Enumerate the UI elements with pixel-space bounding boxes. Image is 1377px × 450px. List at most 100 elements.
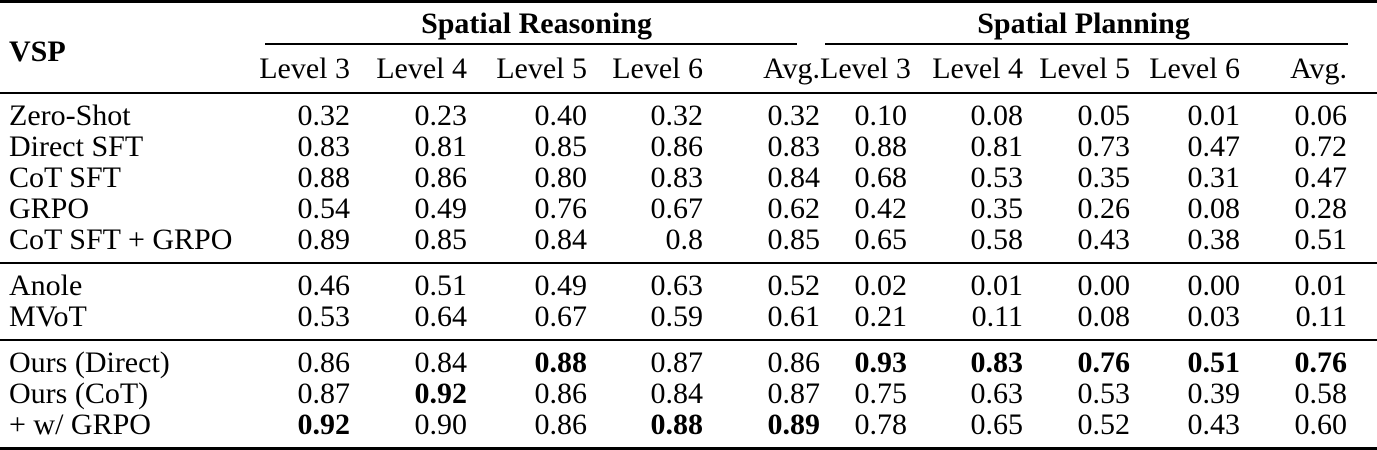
metric-cell: 0.84 — [534, 223, 588, 256]
metric-cell: 0.86 — [534, 377, 588, 410]
metric-cell: 0.43 — [1077, 223, 1131, 256]
metric-cell: 0.47 — [1294, 161, 1348, 194]
cmidrule-spatial-planning — [825, 43, 1349, 45]
metric-cell: 0.11 — [971, 300, 1024, 333]
row-label: CoT SFT + GRPO — [9, 223, 233, 256]
metric-cell: 0.75 — [854, 377, 908, 410]
metric-cell: 0.01 — [1187, 99, 1241, 132]
metric-cell: 0.38 — [1187, 223, 1241, 256]
metric-cell: 0.49 — [534, 269, 588, 302]
metric-cell: 0.47 — [1187, 130, 1241, 163]
column-header-sp-avg: Avg. — [1240, 45, 1377, 94]
metric-cell: 0.86 — [534, 408, 588, 441]
metric-cell: 0.84 — [650, 377, 704, 410]
level-header-row: Level 3 Level 4 Level 5 Level 6 Avg. Lev… — [0, 45, 1377, 94]
column-header-sr-avg: Avg. — [703, 45, 821, 94]
metric-cell: 0.83 — [970, 346, 1024, 379]
metric-cell: 0.83 — [650, 161, 704, 194]
metric-cell: 0.06 — [1294, 99, 1348, 132]
metric-cell: 0.51 — [1294, 223, 1348, 256]
metric-cell: 0.72 — [1294, 130, 1348, 163]
metric-cell: 0.32 — [297, 99, 351, 132]
metric-cell: 0.68 — [854, 161, 908, 194]
metric-cell: 0.11 — [1295, 300, 1348, 333]
table-row: Direct SFT 0.83 0.81 0.85 0.86 0.83 0.88 0.81 0.… — [0, 131, 1377, 162]
row-label: CoT SFT — [9, 161, 121, 194]
metric-cell: 0.39 — [1187, 377, 1241, 410]
cmidrule-spatial-reasoning — [265, 43, 798, 45]
metric-cell: 0.53 — [1077, 377, 1131, 410]
column-header-sp-level6: Level 6 — [1130, 45, 1241, 94]
table-section-2: Anole 0.46 0.51 0.49 0.63 0.52 0.02 0.01 0.00 0.0… — [0, 263, 1377, 340]
table-row: MVoT 0.53 0.64 0.67 0.59 0.61 0.21 0.11 0.08 0.03… — [0, 301, 1377, 340]
metric-cell: 0.81 — [970, 130, 1024, 163]
row-label: Zero-Shot — [9, 99, 131, 132]
row-label: Ours (Direct) — [9, 346, 170, 379]
metric-cell: 0.49 — [414, 192, 468, 225]
column-header-sr-level5: Level 5 — [467, 45, 587, 94]
metric-cell: 0.53 — [970, 161, 1024, 194]
metric-cell: 0.87 — [297, 377, 351, 410]
metric-cell: 0.32 — [650, 99, 704, 132]
metric-cell: 0.59 — [650, 300, 704, 333]
metric-cell: 0.87 — [767, 377, 821, 410]
table-row: Ours (CoT) 0.87 0.92 0.86 0.84 0.87 0.75 0.63 0.… — [0, 378, 1377, 409]
metric-cell: 0.00 — [1077, 269, 1131, 302]
group-header-label: Spatial Planning — [977, 7, 1190, 40]
metric-cell: 0.05 — [1077, 99, 1131, 132]
metric-cell: 0.26 — [1077, 192, 1131, 225]
metric-cell: 0.89 — [767, 408, 821, 441]
metric-cell: 0.83 — [297, 130, 351, 163]
metric-cell: 0.86 — [650, 130, 704, 163]
metric-cell: 0.51 — [414, 269, 468, 302]
metric-cell: 0.08 — [1077, 300, 1131, 333]
metric-cell: 0.88 — [650, 408, 704, 441]
group-header-spatial-planning: Spatial Planning — [820, 2, 1377, 45]
metric-cell: 0.76 — [1294, 346, 1348, 379]
row-label: Ours (CoT) — [9, 377, 149, 410]
metric-cell: 0.92 — [414, 377, 468, 410]
metric-cell: 0.08 — [970, 99, 1024, 132]
metric-cell: 0.67 — [534, 300, 588, 333]
metric-cell: 0.65 — [970, 408, 1024, 441]
metric-cell: 0.52 — [1077, 408, 1131, 441]
metric-cell: 0.85 — [767, 223, 821, 256]
column-header-sr-level6: Level 6 — [587, 45, 703, 94]
metric-cell: 0.88 — [854, 130, 908, 163]
column-header-sr-level3: Level 3 — [253, 45, 350, 94]
column-header-sr-level4: Level 4 — [350, 45, 467, 94]
metric-cell: 0.58 — [970, 223, 1024, 256]
metric-cell: 0.88 — [297, 161, 351, 194]
metric-cell: 0.76 — [534, 192, 588, 225]
metric-cell: 0.67 — [650, 192, 704, 225]
table-section-1: Zero-Shot 0.32 0.23 0.40 0.32 0.32 0.10 0.08 0.0… — [0, 93, 1377, 263]
metric-cell: 0.78 — [854, 408, 908, 441]
metric-cell: 0.86 — [767, 346, 821, 379]
metric-cell: 0.84 — [414, 346, 468, 379]
table-row: Anole 0.46 0.51 0.49 0.63 0.52 0.02 0.01 0.00 0.0… — [0, 263, 1377, 301]
metric-cell: 0.54 — [297, 192, 351, 225]
metric-cell: 0.76 — [1077, 346, 1131, 379]
metric-cell: 0.32 — [767, 99, 821, 132]
metric-cell: 0.35 — [1077, 161, 1131, 194]
metric-cell: 0.02 — [854, 269, 908, 302]
metric-cell: 0.64 — [414, 300, 468, 333]
metric-cell: 0.85 — [414, 223, 468, 256]
table-header: VSP Spatial Reasoning Spatial Planning L… — [0, 1, 1377, 94]
metric-cell: 0.21 — [854, 300, 908, 333]
metric-cell: 0.93 — [854, 346, 908, 379]
metric-cell: 0.8 — [665, 223, 704, 256]
metric-cell: 0.61 — [767, 300, 821, 333]
metric-cell: 0.84 — [767, 161, 821, 194]
row-label: + w/ GRPO — [9, 408, 151, 441]
metric-cell: 0.35 — [970, 192, 1024, 225]
group-header-row: VSP Spatial Reasoning Spatial Planning — [0, 1, 1377, 94]
metric-cell: 0.31 — [1187, 161, 1241, 194]
metric-cell: 0.23 — [414, 99, 468, 132]
table-row: GRPO 0.54 0.49 0.76 0.67 0.62 0.42 0.35 0.26 0.08… — [0, 193, 1377, 224]
metric-cell: 0.58 — [1294, 377, 1348, 410]
group-header-label: Spatial Reasoning — [421, 7, 652, 40]
metric-cell: 0.85 — [534, 130, 588, 163]
metric-cell: 0.03 — [1187, 300, 1241, 333]
